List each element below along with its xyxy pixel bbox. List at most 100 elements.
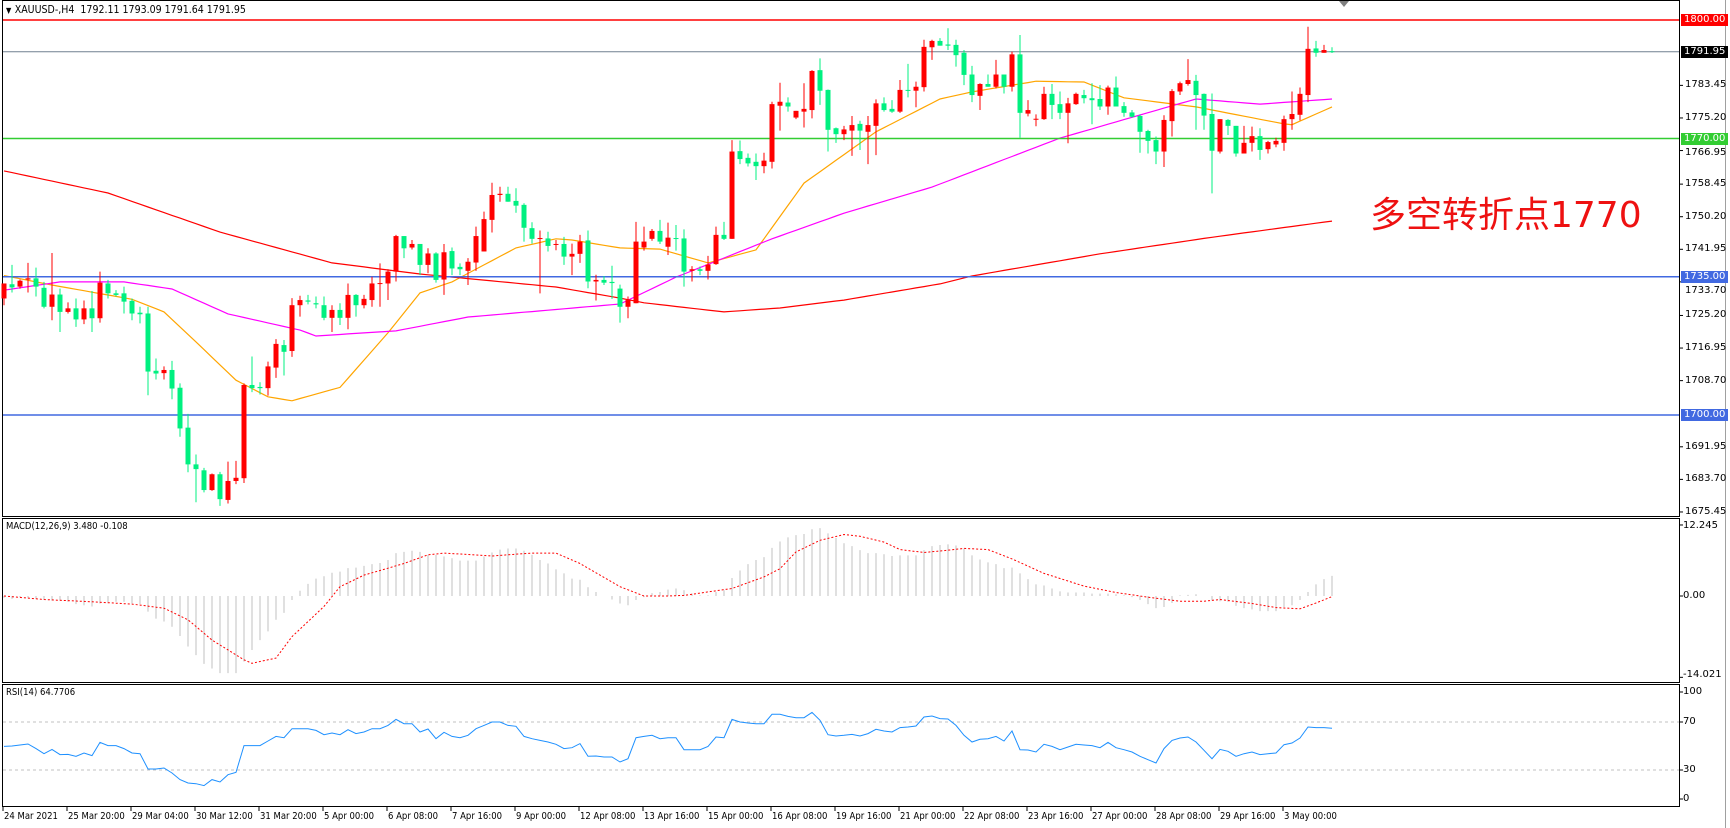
candle-bull (385, 271, 391, 284)
candle-bear (1057, 104, 1063, 113)
price-tick-label: 1741.95 (1685, 243, 1727, 255)
candle-bull (1289, 114, 1295, 120)
candle-bear (1113, 87, 1119, 107)
candle-bull (1065, 103, 1071, 113)
candle-bull (1305, 48, 1311, 96)
candle-bull (593, 279, 599, 282)
candle-bear (1193, 80, 1199, 96)
candle-bear (201, 470, 207, 491)
candle-bear (737, 151, 743, 160)
candle-bull (1241, 142, 1247, 154)
candle-bear (881, 103, 887, 111)
time-label: 15 Apr 00:00 (708, 811, 764, 822)
candle-bear (753, 161, 759, 167)
candle-bear (57, 294, 63, 312)
macd-axis-label: 0.00 (1683, 590, 1706, 601)
candle-bull (761, 160, 767, 167)
candle-bull (465, 261, 471, 271)
price-tick-label: 1691.95 (1685, 440, 1727, 452)
price-tick-label: 1708.70 (1685, 374, 1727, 386)
price-tick-label: 1758.45 (1685, 178, 1727, 190)
rsi-axis-label: 0 (1683, 793, 1690, 804)
candle-bull (793, 110, 799, 118)
time-label: 21 Apr 00:00 (900, 811, 956, 822)
candle-bear (281, 345, 287, 352)
candle-bear (617, 288, 623, 307)
candle-bull (1009, 54, 1015, 87)
candle-bear (1225, 119, 1231, 126)
candle-bull (929, 40, 935, 48)
candle-bull (473, 236, 479, 263)
price-tick-label: 1750.20 (1685, 210, 1727, 222)
candle-bull (65, 308, 71, 312)
main-panel (2, 0, 1680, 517)
candle-bear (1329, 51, 1335, 53)
candle-bear (337, 309, 343, 318)
price-label-support-1735: 1735.00 (1681, 270, 1729, 283)
time-label: 24 Mar 2021 (4, 811, 58, 822)
price-tick-label: 1775.20 (1685, 111, 1727, 123)
candle-bull (297, 300, 303, 306)
price-label-pivot-1770: 1770.00 (1681, 132, 1729, 145)
time-label: 23 Apr 16:00 (1028, 811, 1084, 822)
candle-bear (513, 200, 519, 206)
candle-bear (257, 386, 263, 389)
symbol-timeframe: XAUUSD-,H4 (14, 3, 75, 16)
candle-bear (697, 269, 703, 271)
candle-bear (33, 278, 39, 287)
candle-bull (993, 74, 999, 87)
candle-bull (225, 480, 231, 500)
candle-bear (41, 287, 47, 307)
candle-bear (833, 128, 839, 135)
rsi-axis-label: 100 (1683, 686, 1703, 697)
candle-bear (745, 157, 751, 164)
candle-bull (289, 305, 295, 352)
ohlc-readout: 1792.11 1793.09 1791.64 1791.95 (80, 3, 246, 16)
candle-bear (857, 123, 863, 131)
time-label: 5 Apr 00:00 (324, 811, 375, 822)
rsi-panel (2, 684, 1680, 807)
candle-bull (1169, 91, 1175, 122)
candle-bear (521, 204, 527, 228)
candle-bull (49, 294, 55, 307)
candle-bull (409, 243, 415, 248)
time-label: 16 Apr 08:00 (772, 811, 828, 822)
candle-bull (841, 129, 847, 135)
candle-bull (713, 234, 719, 265)
time-label: 28 Apr 08:00 (1156, 811, 1212, 822)
candle-bull (1177, 83, 1183, 92)
candle-bull (209, 474, 215, 491)
dropdown-triangle-icon[interactable]: ▼ (6, 6, 12, 15)
candle-bull (377, 283, 383, 285)
candle-bull (665, 237, 671, 247)
time-label: 6 Apr 08:00 (388, 811, 439, 822)
candle-bull (849, 125, 855, 131)
candle-bear (785, 102, 791, 107)
candle-bear (313, 303, 319, 305)
candle-bear (889, 108, 895, 112)
price-label-support-1700: 1700.00 (1681, 409, 1729, 421)
candle-bear (969, 74, 975, 96)
candle-bear (825, 89, 831, 130)
candle-bull (1249, 136, 1255, 143)
time-label: 12 Apr 08:00 (580, 811, 636, 822)
macd-panel (2, 518, 1680, 683)
candle-bull (729, 151, 735, 239)
candle-bear (1137, 115, 1143, 132)
candle-bear (217, 474, 223, 500)
time-label: 29 Mar 04:00 (132, 811, 189, 822)
candle-bull (633, 241, 639, 304)
candle-bull (81, 308, 87, 320)
candle-bull (689, 269, 695, 271)
candle-bull (1073, 93, 1079, 105)
time-label: 31 Mar 20:00 (260, 811, 317, 822)
candle-bull (641, 241, 647, 248)
candle-bear (937, 40, 943, 46)
candle-bear (657, 230, 663, 242)
chart-shift-marker-icon[interactable] (1339, 1, 1349, 7)
candle-bull (17, 280, 23, 287)
time-label: 30 Mar 12:00 (196, 811, 253, 822)
macd-signal-line (3, 533, 1333, 664)
candle-bear (145, 313, 151, 372)
